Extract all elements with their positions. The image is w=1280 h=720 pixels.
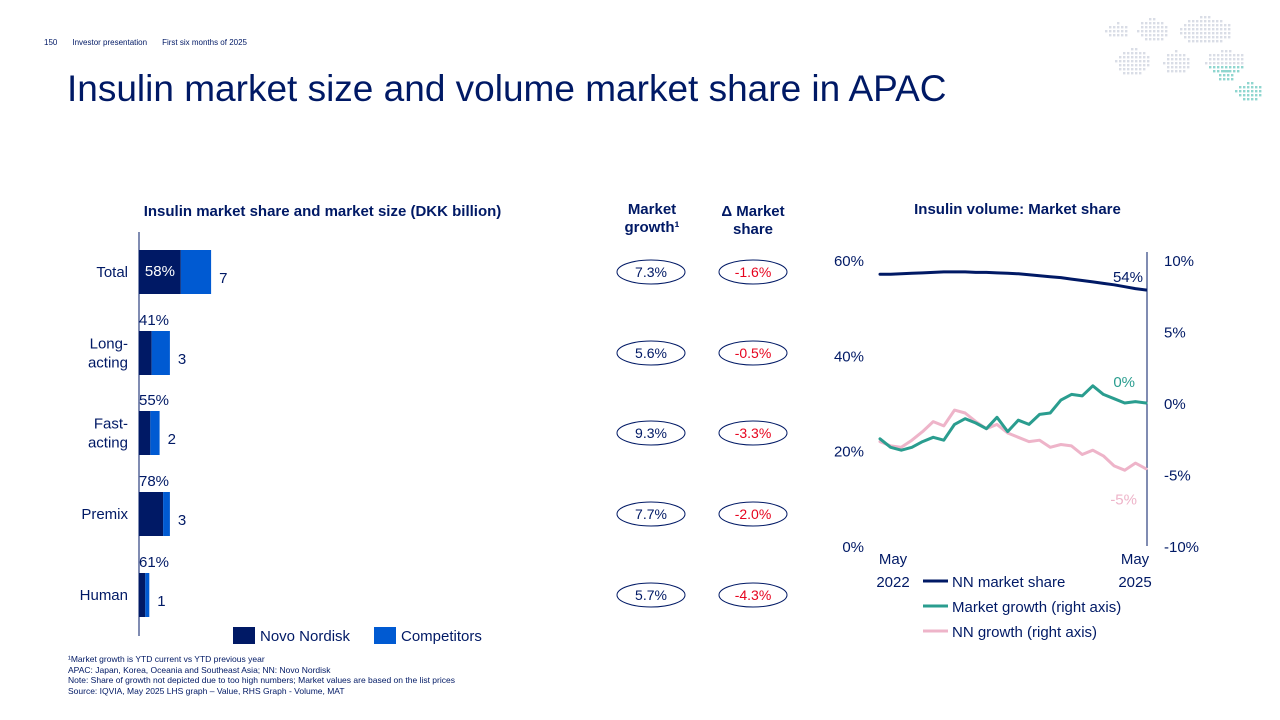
series-line-nn-growth: [878, 408, 1148, 472]
series-end-label: 54%: [1113, 269, 1143, 286]
series-line-market-growth: [878, 384, 1148, 452]
delta-share-badge: [718, 582, 788, 608]
left-axis-tick-label: 60%: [834, 253, 864, 270]
footnote: Note: Share of growth not depicted due t…: [68, 675, 455, 685]
legend-label: NN growth (right axis): [952, 624, 1097, 641]
page-number: 150: [44, 38, 58, 47]
delta-share-value: -4.3%: [735, 587, 772, 603]
market-growth-value: 5.6%: [635, 345, 667, 361]
delta-share-header-line1: Δ Market: [721, 203, 785, 220]
delta-share-header-line2: share: [732, 221, 774, 238]
bar-competitors: [180, 250, 212, 294]
footnotes: ¹Market growth is YTD current vs YTD pre…: [68, 654, 455, 696]
share-value-label: 58%: [145, 263, 175, 280]
x-axis-tick-label: May 2025: [1118, 551, 1151, 591]
bar-novo-nordisk: [139, 250, 181, 294]
market-growth-value: 7.3%: [635, 264, 667, 280]
bar-competitors: [150, 411, 160, 455]
right-axis-tick-label: 5%: [1164, 325, 1186, 342]
share-value-label: 55%: [139, 392, 169, 409]
share-value-label: 61%: [139, 554, 169, 571]
left-chart-title: Insulin market share and market size (DK…: [143, 203, 502, 220]
right-axis-tick-label: 0%: [1164, 396, 1186, 413]
world-map-icon: [1105, 16, 1262, 101]
delta-share-value: -3.3%: [735, 425, 772, 441]
bar-competitors: [163, 492, 170, 536]
legend-label-novo-nordisk: Novo Nordisk: [260, 628, 351, 645]
series-end-label: -5%: [1110, 492, 1137, 509]
document-name: Investor presentation: [72, 38, 148, 47]
market-growth-header-line1: Market: [627, 201, 677, 218]
market-growth-value: 5.7%: [635, 587, 667, 603]
legend-label-competitors: Competitors: [401, 628, 482, 645]
category-label: Fast-acting: [88, 416, 128, 452]
market-growth-value: 9.3%: [635, 425, 667, 441]
total-value-label: 2: [168, 431, 176, 448]
footnote: Source: IQVIA, May 2025 LHS graph – Valu…: [68, 685, 345, 696]
growth-badge: [616, 340, 686, 366]
right-axis-tick-label: -5%: [1164, 468, 1191, 485]
market-share-line-chart: 0% 20% 40% 60% -10% -5% 0% 5% 10% May 2022 May 2025 5…: [834, 252, 1199, 641]
left-axis-tick-label: 0%: [842, 539, 864, 556]
footnote: ¹Market growth is YTD current vs YTD pre…: [68, 654, 265, 664]
delta-share-badge: [718, 420, 788, 446]
delta-share-badge: [718, 259, 788, 285]
delta-share-value: -2.0%: [735, 506, 772, 522]
category-label: Premix: [81, 506, 128, 523]
left-axis-tick-label: 20%: [834, 444, 864, 461]
right-axis-tick-label: -10%: [1164, 539, 1199, 556]
market-growth-header: Market growth¹: [600, 201, 704, 237]
slide-header: 150 Investor presentation First six mont…: [44, 38, 247, 47]
delta-share-badge: [718, 340, 788, 366]
total-value-label: 7: [219, 270, 227, 287]
x-axis-tick-label: May 2022: [876, 551, 909, 591]
delta-share-badge: [718, 501, 788, 527]
bar-novo-nordisk: [139, 573, 146, 617]
category-label: Total: [96, 264, 128, 281]
series-line-nn-market-share: [878, 270, 1148, 292]
bar-novo-nordisk: [139, 411, 151, 455]
share-value-label: 78%: [139, 473, 169, 490]
footnote: APAC: Japan, Korea, Oceania and Southeas…: [68, 664, 331, 675]
growth-badge: [616, 501, 686, 527]
total-value-label: 3: [178, 512, 186, 529]
bar-novo-nordisk: [139, 331, 152, 375]
period-label: First six months of 2025: [162, 38, 247, 47]
right-chart-title: Insulin volume: Market share: [914, 201, 1121, 218]
legend-label: NN market share: [952, 574, 1065, 591]
legend-swatch-novo-nordisk: [233, 627, 255, 644]
growth-badge: [616, 420, 686, 446]
bar-novo-nordisk: [139, 492, 164, 536]
legend-swatch-competitors: [374, 627, 396, 644]
total-value-label: 3: [178, 351, 186, 368]
left-axis-tick-label: 40%: [834, 348, 864, 365]
category-label: Human: [80, 587, 128, 604]
market-growth-header-line2: growth¹: [624, 219, 680, 236]
market-growth-value: 7.7%: [635, 506, 667, 522]
legend-label: Market growth (right axis): [952, 599, 1121, 616]
bar-competitors: [151, 331, 170, 375]
right-axis-tick-label: 10%: [1164, 253, 1194, 270]
bar-competitors: [145, 573, 150, 617]
delta-share-header: Δ Market share: [703, 203, 803, 239]
delta-share-value: -0.5%: [735, 345, 772, 361]
market-size-bar-chart: Total 7 58% 7.3% -1.6% Long-acting 3 41% 5.6% -0.…: [80, 232, 788, 645]
delta-share-value: -1.6%: [735, 264, 772, 280]
growth-badge: [616, 582, 686, 608]
growth-badge: [616, 259, 686, 285]
series-end-label: 0%: [1113, 374, 1135, 391]
page-title: Insulin market size and volume market sh…: [67, 68, 947, 109]
share-value-label: 41%: [139, 312, 169, 329]
category-label: Long-acting: [88, 336, 128, 372]
total-value-label: 1: [157, 593, 165, 610]
